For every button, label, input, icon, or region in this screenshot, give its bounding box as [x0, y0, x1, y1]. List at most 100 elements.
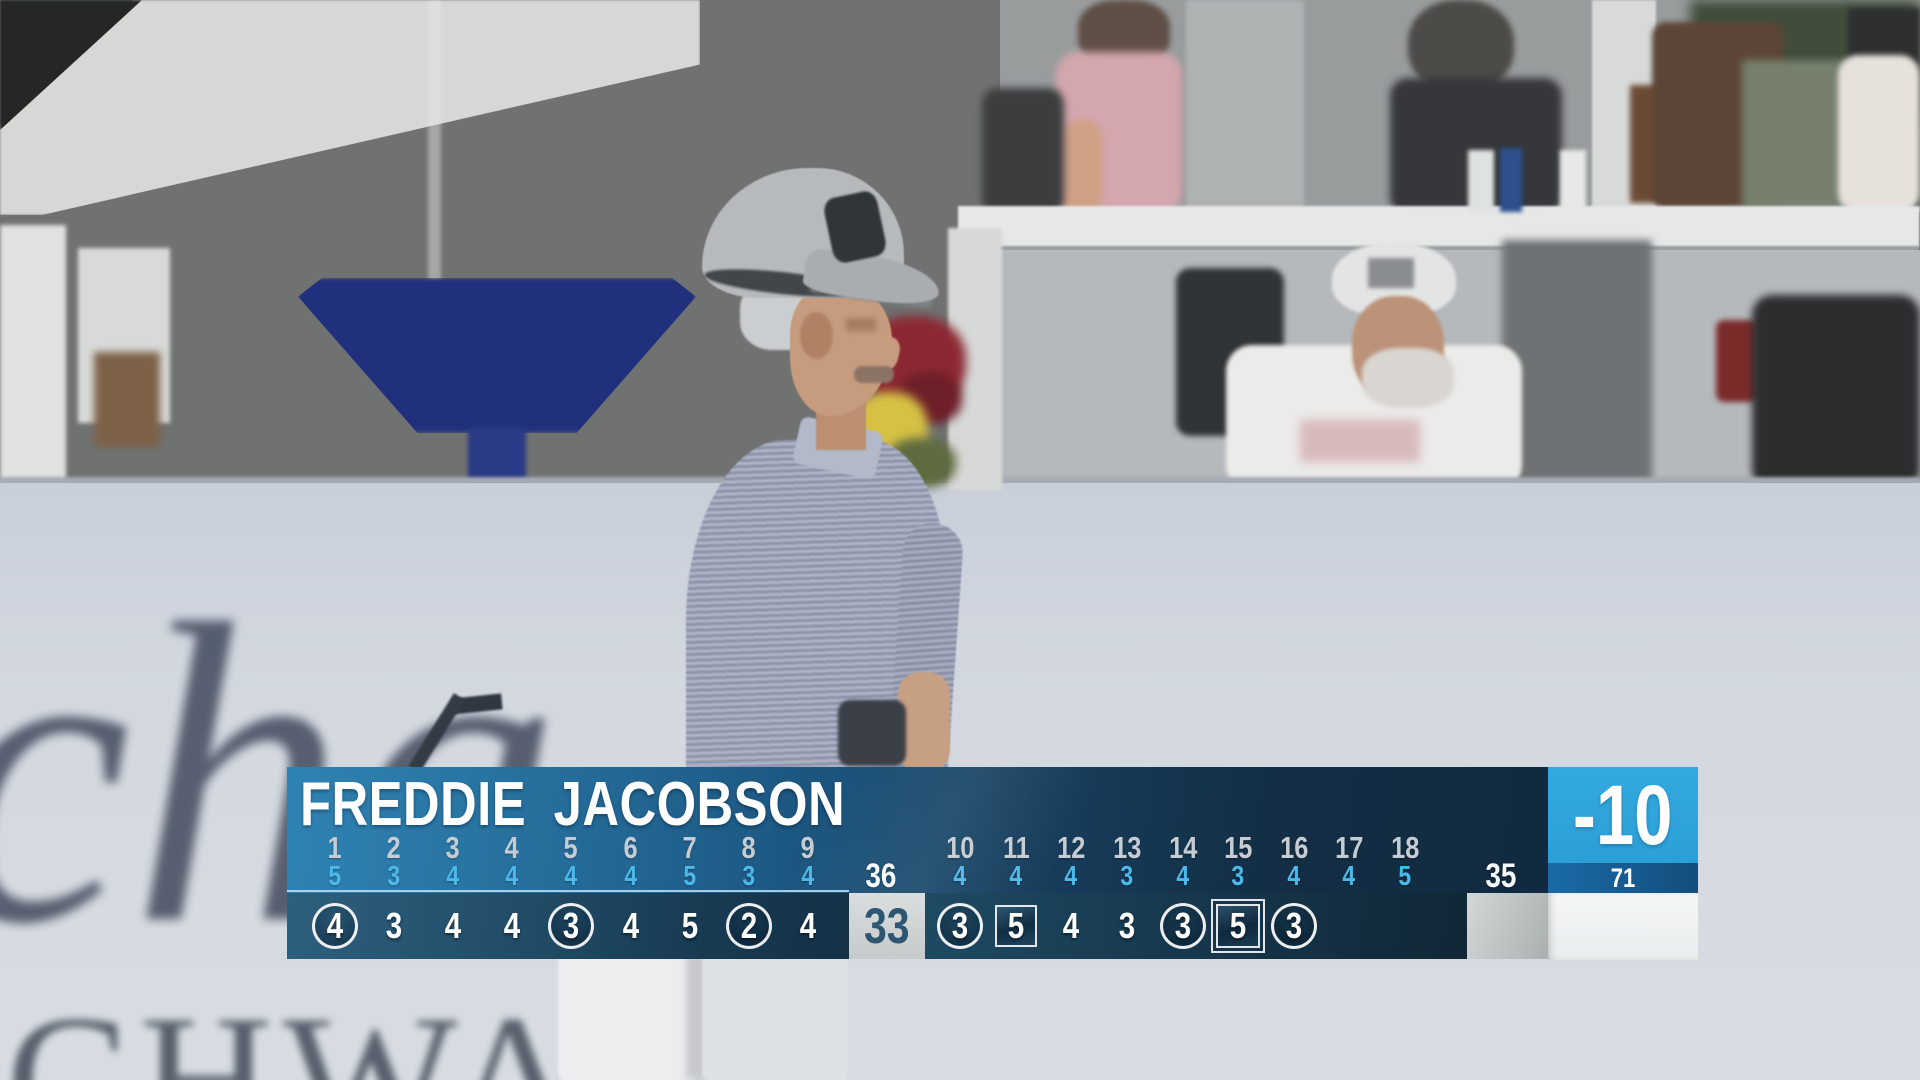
spectator-cap-head — [1408, 0, 1514, 92]
score-hole-16: 3 — [1260, 893, 1328, 959]
hole-number-3: 3 — [445, 830, 461, 865]
score-cell-empty-hole-18 — [1371, 893, 1439, 959]
score-hole-10: 3 — [926, 893, 994, 959]
par-hole-16: 4 — [1287, 860, 1301, 891]
round-score: 71 — [1610, 862, 1636, 893]
counter-shadow — [958, 246, 1920, 253]
crate — [94, 352, 160, 447]
golfer-forearm — [898, 672, 950, 772]
golfer-hand-object — [838, 700, 906, 766]
player-name: FREDDIE JACOBSON — [300, 770, 965, 839]
hole-number-8: 8 — [741, 830, 757, 865]
hole-number-11: 11 — [1002, 830, 1030, 865]
seated-dark-figure — [1752, 295, 1920, 490]
tournament-total-box: -10 — [1548, 767, 1698, 863]
green-shelf — [1742, 60, 1852, 210]
seated-man-beard — [1362, 348, 1454, 408]
hole-number-5: 5 — [563, 830, 579, 865]
par-hole-1: 5 — [328, 860, 342, 891]
hole-number-12: 12 — [1056, 830, 1086, 865]
hole-number-16: 16 — [1279, 830, 1309, 865]
hole-number-1: 1 — [327, 830, 343, 865]
scorecard-overlay: FREDDIE JACOBSON 1 2 3 4 5 6 7 8 9 10 11 12 13 14 15 16… — [287, 767, 1698, 960]
score-hole-13: 3 — [1118, 905, 1136, 946]
hole-number-7: 7 — [682, 830, 698, 865]
par-hole-7: 5 — [683, 860, 697, 891]
bogey-square: 5 — [995, 905, 1037, 947]
score-hole-4: 4 — [503, 905, 521, 946]
par-hole-6: 4 — [624, 860, 638, 891]
hole-number-4: 4 — [504, 830, 520, 865]
score-hole-7: 5 — [681, 905, 699, 946]
hole-numbers-row: 1 2 3 4 5 6 7 8 9 10 11 12 13 14 15 16 17 18 — [287, 830, 1548, 865]
hole-number-14: 14 — [1168, 830, 1198, 865]
par-hole-5: 4 — [564, 860, 578, 891]
hole-number-10: 10 — [945, 830, 975, 865]
final-total-box — [1548, 893, 1698, 960]
round-score-strip: 71 — [1548, 863, 1698, 893]
scorecard-main-bar: FREDDIE JACOBSON 1 2 3 4 5 6 7 8 9 10 11 12 13 14 15 16… — [287, 767, 1548, 895]
front-nine-par-total: 36 — [865, 856, 897, 895]
hole-number-6: 6 — [623, 830, 639, 865]
par-hole-14: 4 — [1176, 860, 1190, 891]
score-hole-11: 5 — [982, 893, 1050, 959]
birdie-circle: 3 — [1160, 903, 1206, 949]
hole-number-9: 9 — [800, 830, 816, 865]
birdie-circle: 3 — [1271, 903, 1317, 949]
score-hole-6: 4 — [622, 905, 640, 946]
par-hole-11: 4 — [1009, 860, 1023, 891]
score-hole-3: 4 — [444, 905, 462, 946]
hole-number-13: 13 — [1112, 830, 1142, 865]
spectator-white-top — [1838, 55, 1920, 213]
tent-pole — [428, 0, 441, 295]
back-nine-par-total: 35 — [1485, 856, 1517, 895]
spectator-pink-arm — [1062, 120, 1102, 215]
birdie-circle: 3 — [937, 903, 983, 949]
par-hole-2: 3 — [387, 860, 401, 891]
par-values-row: 5 3 4 4 4 4 5 3 4 4 4 4 3 4 3 4 4 5 — [287, 860, 1548, 891]
red-bottle — [1716, 320, 1758, 402]
par-hole-15: 3 — [1231, 860, 1245, 891]
spectators-dark-clothes — [982, 88, 1064, 215]
spectator-gray-figure — [1502, 240, 1652, 490]
drink-cup — [1468, 150, 1494, 212]
hole-number-18: 18 — [1390, 830, 1420, 865]
par-hole-4: 4 — [505, 860, 519, 891]
score-hole-8: 2 — [715, 893, 783, 959]
back-nine-total-box — [1467, 893, 1548, 959]
golfer-left-pant-leg — [558, 950, 698, 1080]
hole-number-15: 15 — [1223, 830, 1253, 865]
front-nine-total-box: 33 — [849, 893, 925, 959]
golfer-eye-shadow — [846, 318, 876, 331]
score-hole-9: 4 — [799, 905, 817, 946]
par-hole-18: 5 — [1398, 860, 1412, 891]
golfer-right-pant-leg — [702, 950, 848, 1080]
seated-man-shirt-print — [1300, 420, 1420, 462]
scorecard-right-column: -10 71 — [1548, 767, 1698, 960]
front-nine-divider-line — [287, 890, 849, 892]
par-hole-8: 3 — [742, 860, 756, 891]
hole-number-2: 2 — [386, 830, 402, 865]
grandstand-column — [1186, 0, 1304, 212]
hole-number-17: 17 — [1334, 830, 1364, 865]
score-hole-5: 3 — [537, 893, 605, 959]
par-hole-17: 4 — [1342, 860, 1356, 891]
golfer-mustache — [854, 366, 894, 383]
par-hole-10: 4 — [953, 860, 967, 891]
double-bogey-square: 5 — [1211, 899, 1265, 953]
birdie-circle: 2 — [726, 903, 772, 949]
score-hole-2: 3 — [385, 905, 403, 946]
drink-cup-2 — [1560, 150, 1586, 210]
score-hole-12: 4 — [1062, 905, 1080, 946]
score-hole-14: 3 — [1149, 893, 1217, 959]
birdie-circle: 4 — [312, 903, 358, 949]
front-nine-score-total: 33 — [864, 898, 910, 954]
birdie-circle: 3 — [548, 903, 594, 949]
par-hole-3: 4 — [446, 860, 460, 891]
player-name-text: FREDDIE JACOBSON — [300, 769, 846, 839]
seated-man-cap-logo — [1368, 258, 1414, 288]
score-hole-15: 5 — [1204, 893, 1272, 959]
golfer-ear — [800, 312, 833, 359]
double-bogey-square-inner: 5 — [1216, 904, 1260, 948]
